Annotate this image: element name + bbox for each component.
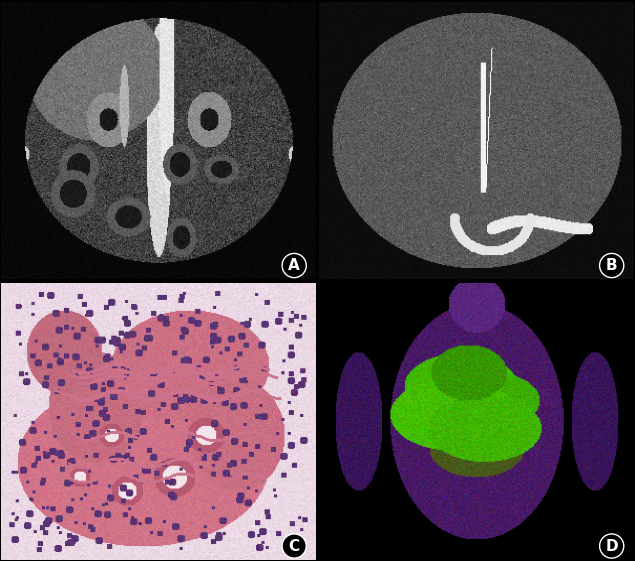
Text: A: A xyxy=(288,258,300,273)
Text: B: B xyxy=(606,258,617,273)
Text: C: C xyxy=(289,539,300,554)
Text: D: D xyxy=(605,539,618,554)
